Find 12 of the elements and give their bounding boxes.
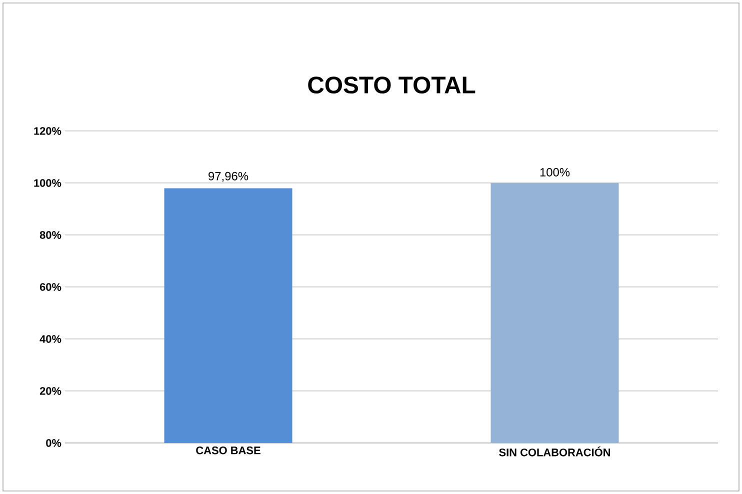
- y-tick-label: 40%: [40, 335, 62, 343]
- y-tick-label: 60%: [40, 283, 62, 291]
- y-tick-label: 0%: [46, 439, 62, 447]
- y-tick-label: 80%: [40, 231, 62, 239]
- x-tick-label: SIN COLABORACIÓN: [499, 446, 610, 456]
- data-label: 97,96%: [208, 172, 248, 182]
- x-tick-label: CASO BASE: [196, 446, 260, 454]
- y-tick-label: 100%: [34, 179, 62, 187]
- chart-title: COSTO TOTAL: [308, 76, 476, 94]
- y-tick-label: 20%: [40, 387, 62, 395]
- data-label: 100%: [540, 168, 570, 176]
- y-tick-label: 120%: [34, 127, 62, 135]
